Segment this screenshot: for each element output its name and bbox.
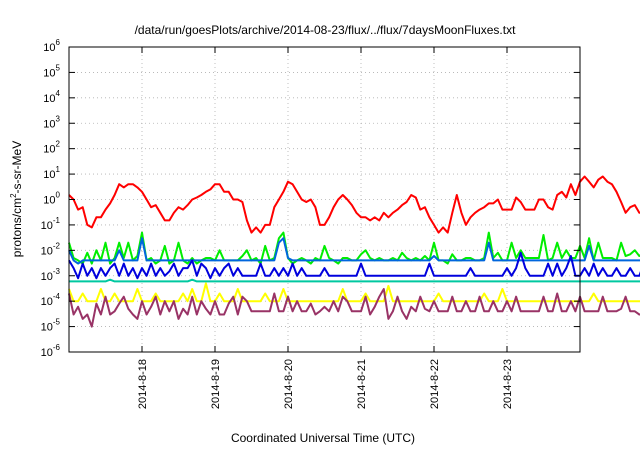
y-tick-label: 105 [43, 63, 60, 79]
x-tick-label: 2014-8-19 [210, 359, 222, 409]
series-line-5 [69, 278, 640, 283]
x-tick-label: 2014-8-22 [429, 359, 441, 409]
series-group [68, 175, 640, 328]
y-axis-label-prefix: protons/cm [10, 198, 24, 257]
series-line-4 [68, 251, 640, 280]
series-line-3 [68, 237, 640, 265]
y-axis-label: protons/cm2-s-sr-MeV [9, 141, 24, 257]
x-axis: 2014-8-18 2014-8-19 2014-8-20 2014-8-21 2014… [137, 47, 514, 409]
x-tick-label: 2014-8-20 [283, 359, 295, 409]
x-tick-label: 2014-8-21 [356, 359, 368, 409]
y-tick-label: 103 [43, 114, 60, 130]
y-axis-label-suffix: -s-sr-MeV [10, 141, 24, 194]
y-axis-label-exponent: 2 [9, 193, 18, 198]
y-tick-label: 10-5 [41, 318, 61, 334]
x-axis-label: Coordinated Universal Time (UTC) [231, 431, 415, 445]
y-tick-label: 10-2 [41, 241, 61, 257]
x-tick-label: 2014-8-18 [137, 359, 149, 409]
y-tick-label: 102 [43, 140, 60, 156]
y-tick-label: 10-1 [41, 216, 61, 232]
series-line-7 [68, 288, 640, 328]
grid [69, 47, 580, 352]
series-line-2 [68, 231, 640, 265]
chart-title: /data/run/goesPlots/archive/2014-08-23/f… [135, 23, 517, 37]
y-tick-label: 100 [43, 191, 60, 207]
y-tick-label: 10-4 [41, 292, 61, 308]
y-axis: 10-6 10-5 10-4 10-3 10-2 10-1 100 101 102 103 104 1… [41, 38, 580, 359]
series-line-1 [68, 175, 640, 234]
y-tick-label: 106 [43, 38, 60, 54]
y-tick-label: 101 [43, 165, 60, 181]
y-tick-label: 10-6 [41, 343, 61, 359]
y-tick-label: 104 [43, 89, 60, 105]
x-tick-label: 2014-8-23 [502, 359, 514, 409]
y-tick-label: 10-3 [41, 267, 61, 283]
